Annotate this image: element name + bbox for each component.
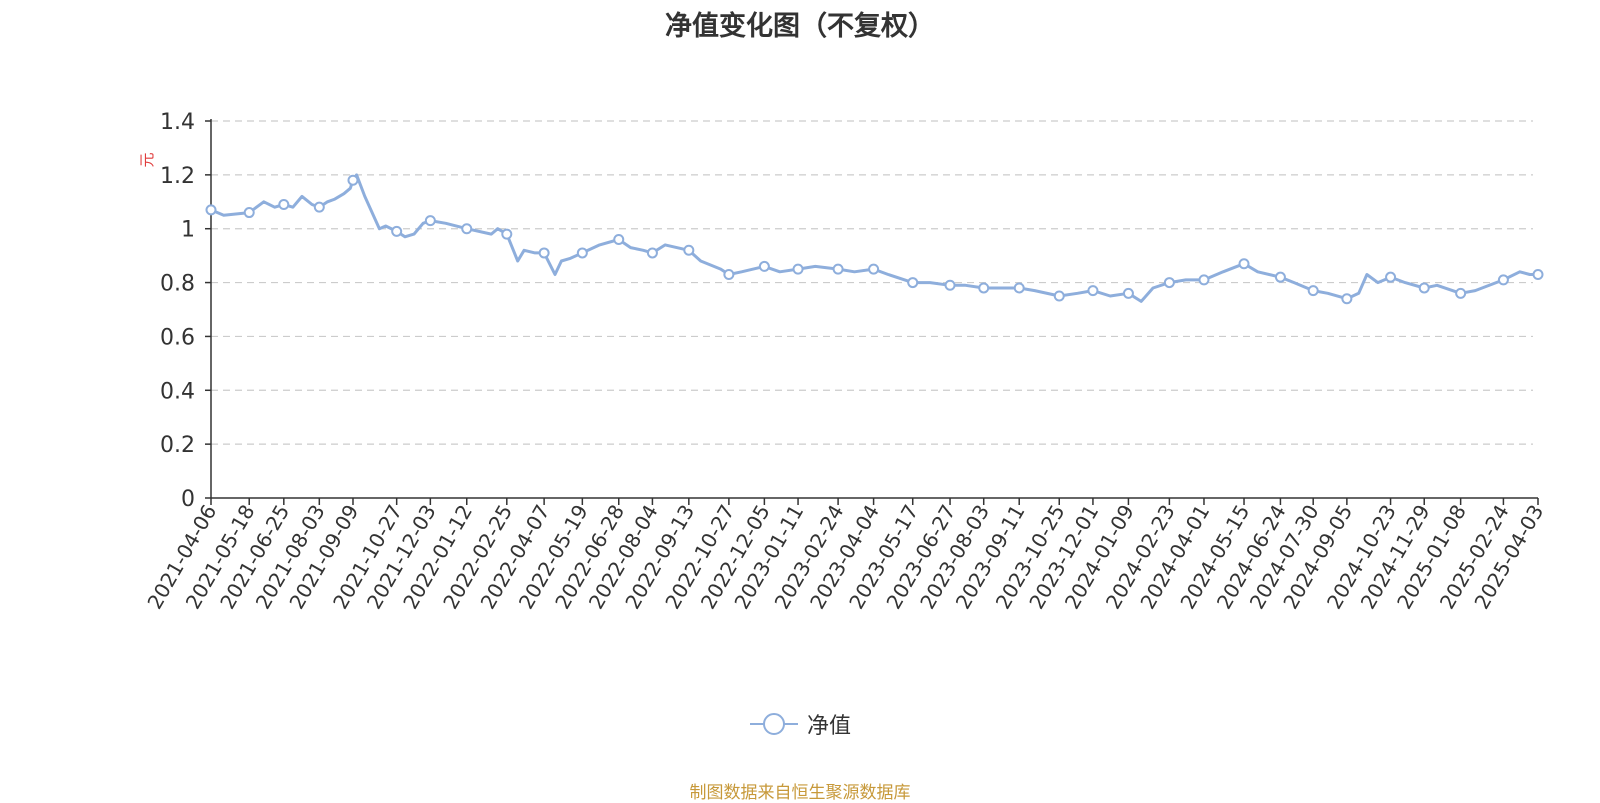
y-tick-label: 0 [181, 487, 195, 512]
data-point-marker[interactable] [1274, 271, 1286, 283]
data-point-marker[interactable] [1307, 285, 1319, 297]
legend-label: 净值 [806, 714, 851, 739]
data-point-marker[interactable] [832, 263, 844, 275]
chart-title: 净值变化图（不复权） [665, 11, 935, 42]
data-point-marker[interactable] [576, 247, 588, 259]
y-tick-label: 0.6 [160, 325, 195, 350]
y-axis-label: 元 [138, 152, 156, 167]
data-point-marker[interactable] [501, 228, 513, 240]
data-point-marker[interactable] [1013, 282, 1025, 294]
data-point-marker[interactable] [391, 225, 403, 237]
y-tick-label: 0.4 [160, 379, 195, 404]
data-point-marker[interactable] [1455, 287, 1467, 299]
data-point-marker[interactable] [1532, 268, 1544, 280]
data-point-marker[interactable] [424, 215, 436, 227]
data-point-marker[interactable] [1087, 285, 1099, 297]
data-point-marker[interactable] [944, 279, 956, 291]
data-point-marker[interactable] [313, 201, 325, 213]
y-tick-label: 0.2 [160, 433, 195, 458]
data-point-marker[interactable] [1122, 287, 1134, 299]
source-note: 制图数据来自恒生聚源数据库 [689, 783, 911, 803]
data-point-marker[interactable] [723, 268, 735, 280]
data-point-marker[interactable] [1385, 271, 1397, 283]
data-point-marker[interactable] [868, 263, 880, 275]
data-point-marker[interactable] [1418, 282, 1430, 294]
y-tick-label: 1.4 [160, 110, 195, 135]
data-point-marker[interactable] [1238, 258, 1250, 270]
data-point-marker[interactable] [205, 204, 217, 216]
data-point-marker[interactable] [1198, 274, 1210, 286]
data-point-marker[interactable] [758, 260, 770, 272]
data-point-marker[interactable] [278, 198, 290, 210]
data-point-marker[interactable] [1341, 293, 1353, 305]
data-point-marker[interactable] [1497, 274, 1509, 286]
data-point-marker[interactable] [1163, 277, 1175, 289]
legend-item-net-value[interactable]: 净值 [749, 708, 851, 740]
data-point-marker[interactable] [683, 244, 695, 256]
data-point-marker[interactable] [347, 174, 359, 186]
y-tick-label: 1 [181, 218, 195, 243]
series-net-value [205, 173, 1544, 305]
data-point-marker[interactable] [907, 277, 919, 289]
data-point-marker[interactable] [613, 233, 625, 245]
data-point-marker[interactable] [461, 223, 473, 235]
data-point-marker[interactable] [538, 247, 550, 259]
data-point-marker[interactable] [243, 207, 255, 219]
y-tick-label: 0.8 [160, 272, 195, 297]
data-point-marker[interactable] [792, 263, 804, 275]
grid-lines [211, 120, 1533, 445]
data-point-marker[interactable] [1053, 290, 1065, 302]
data-point-marker[interactable] [646, 247, 658, 259]
legend-line-circle-icon [749, 712, 799, 736]
legend: 净值 [0, 708, 1600, 740]
y-tick-label: 1.2 [160, 164, 195, 189]
data-point-marker[interactable] [978, 282, 990, 294]
